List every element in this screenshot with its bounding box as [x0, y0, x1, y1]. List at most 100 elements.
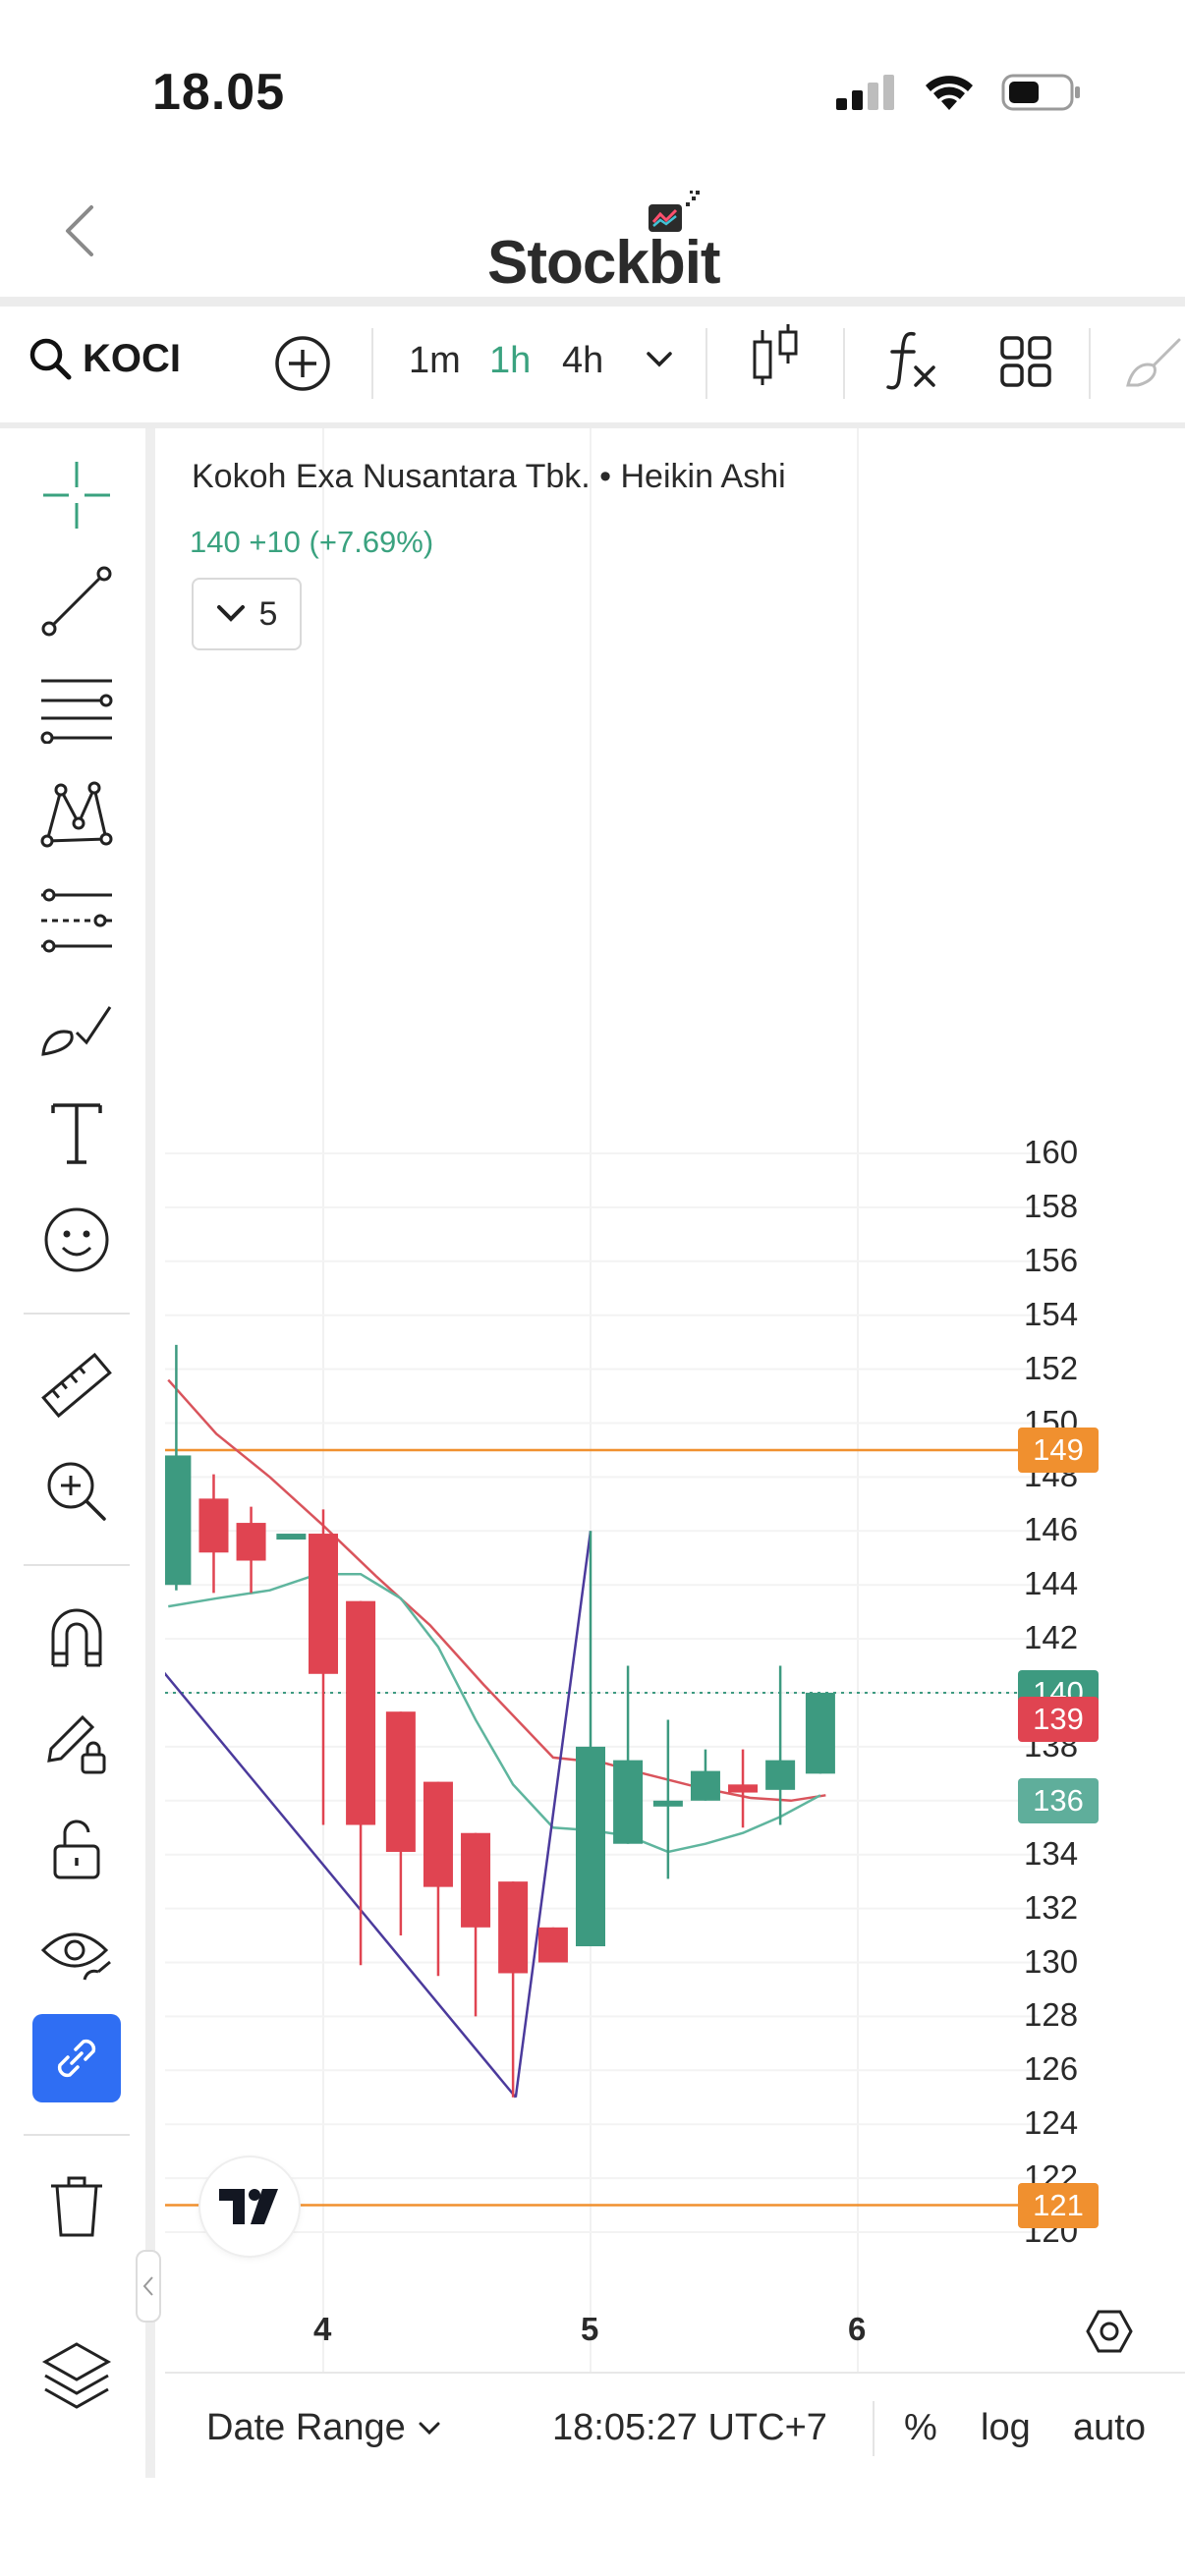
text-icon — [51, 1103, 102, 1164]
price-axis-tick: 128 — [1024, 1996, 1079, 2034]
toolbar-divider — [371, 328, 373, 399]
candle-body — [728, 1784, 759, 1793]
forecast-tool[interactable] — [29, 874, 124, 969]
chart-canvas[interactable] — [165, 428, 1185, 2374]
emoji-tool[interactable] — [29, 1193, 124, 1287]
price-axis-tick: 142 — [1024, 1619, 1079, 1656]
candle-body — [576, 1746, 605, 1947]
grid-icon — [1000, 336, 1051, 387]
layout-button[interactable] — [998, 334, 1053, 394]
magnet-icon — [51, 1608, 102, 1667]
brush-tool[interactable] — [29, 980, 124, 1075]
timezone-clock[interactable]: 18:05:27 UTC+7 — [552, 2407, 827, 2448]
lock-all-tool[interactable] — [29, 1802, 124, 1896]
fib-retracement-tool[interactable] — [29, 662, 124, 756]
candle-body — [165, 1455, 192, 1586]
candle-body — [652, 1800, 683, 1807]
hide-drawings-tool[interactable] — [29, 1908, 124, 2002]
price-axis-tag: 149 — [1018, 1427, 1099, 1473]
object-tree-button[interactable] — [39, 2338, 114, 2418]
symbol-search-button[interactable]: KOCI — [28, 336, 181, 381]
measure-tool[interactable] — [29, 1338, 124, 1432]
price-axis-tick: 158 — [1024, 1187, 1079, 1224]
lock-drawings-tool[interactable] — [29, 1696, 124, 1790]
chevron-left-icon — [142, 2276, 153, 2296]
sync-drawings-tool[interactable] — [32, 2014, 121, 2102]
sidebar-collapse-handle[interactable] — [136, 2250, 161, 2323]
chevron-left-icon — [66, 205, 93, 256]
indicator-legend-toggle[interactable]: 5 — [192, 578, 302, 650]
app-header: Stockbit — [0, 167, 1185, 297]
magnet-tool[interactable] — [29, 1590, 124, 1684]
layers-icon — [41, 2342, 112, 2409]
ruler-icon — [41, 1352, 112, 1419]
candle-body — [276, 1534, 307, 1540]
candle-body — [461, 1832, 491, 1928]
candle-body — [236, 1523, 266, 1561]
battery-icon — [1001, 74, 1080, 111]
price-axis-tick: 132 — [1024, 1888, 1079, 1926]
signal-icon — [836, 75, 894, 110]
chart-type-button[interactable] — [751, 320, 800, 400]
candle-body — [346, 1600, 376, 1825]
bottom-bar-divider — [165, 2372, 1185, 2374]
price-axis-tag: 136 — [1018, 1777, 1099, 1823]
stockbit-logo: Stockbit — [487, 191, 721, 297]
date-range-label: Date Range — [206, 2407, 406, 2448]
tradingview-icon — [219, 2189, 278, 2224]
price-axis-tag: 139 — [1018, 1697, 1099, 1743]
pattern-icon — [40, 781, 113, 848]
sidebar-divider — [24, 1564, 130, 1566]
bottom-bar: Date Range 18:05:27 UTC+7 % log auto — [165, 2374, 1185, 2478]
search-icon — [29, 338, 72, 380]
price-axis-tick: 152 — [1024, 1349, 1079, 1386]
compare-symbol-button[interactable] — [273, 334, 332, 398]
drawing-tools-sidebar — [0, 428, 155, 2478]
text-tool[interactable] — [29, 1087, 124, 1181]
interval-1m-button[interactable]: 1m — [409, 340, 461, 381]
brush-icon — [41, 1006, 112, 1056]
date-range-button[interactable]: Date Range — [206, 2407, 441, 2449]
price-axis-tick: 160 — [1024, 1134, 1079, 1170]
zoom-tool[interactable] — [29, 1444, 124, 1539]
chart-settings-button[interactable] — [1085, 2307, 1134, 2361]
brush-tool-button[interactable] — [1124, 332, 1185, 398]
percent-scale-toggle[interactable]: % — [904, 2407, 937, 2448]
candle-body — [537, 1927, 568, 1963]
auto-scale-toggle[interactable]: auto — [1073, 2407, 1146, 2448]
interval-4h-button[interactable]: 4h — [562, 340, 604, 381]
interval-dropdown-button[interactable] — [645, 350, 674, 374]
plus-circle-icon — [275, 336, 330, 391]
eye-icon — [40, 1932, 111, 1981]
trend-line-tool[interactable] — [29, 554, 124, 648]
tradingview-logo[interactable] — [200, 2157, 299, 2256]
price-axis-tick: 130 — [1024, 1942, 1079, 1980]
candle-body — [198, 1498, 229, 1553]
status-bar: 18.05 — [0, 0, 1185, 167]
pattern-tool[interactable] — [29, 768, 124, 863]
crosshair-icon — [43, 462, 110, 529]
back-button[interactable] — [49, 196, 108, 265]
legend-title: Kokoh Exa Nusantara Tbk. • Heikin Ashi — [192, 458, 786, 495]
log-scale-toggle[interactable]: log — [981, 2407, 1031, 2448]
toolbar-divider — [705, 328, 707, 399]
remove-drawings-tool[interactable] — [29, 2159, 124, 2254]
chevron-down-icon — [647, 352, 672, 367]
chart-area[interactable]: Kokoh Exa Nusantara Tbk. • Heikin Ashi 1… — [165, 428, 1185, 2374]
logo-mark-icon — [649, 191, 700, 232]
interval-1h-button[interactable]: 1h — [489, 340, 532, 381]
indicators-button[interactable] — [884, 328, 939, 396]
price-axis-tick: 134 — [1024, 1834, 1079, 1872]
pencil-lock-icon — [47, 1714, 106, 1774]
status-time: 18.05 — [152, 64, 286, 121]
price-axis-tick: 156 — [1024, 1241, 1079, 1278]
crosshair-tool[interactable] — [29, 448, 124, 542]
price-axis-tick: 146 — [1024, 1511, 1079, 1548]
trash-icon — [51, 2176, 102, 2237]
price-axis-tick: 124 — [1024, 2104, 1079, 2142]
chevron-down-icon — [216, 605, 245, 622]
bottom-bar-separator — [873, 2401, 875, 2456]
zoom-in-icon — [47, 1462, 106, 1521]
unlock-icon — [53, 1820, 100, 1879]
sidebar-divider — [24, 1313, 130, 1315]
